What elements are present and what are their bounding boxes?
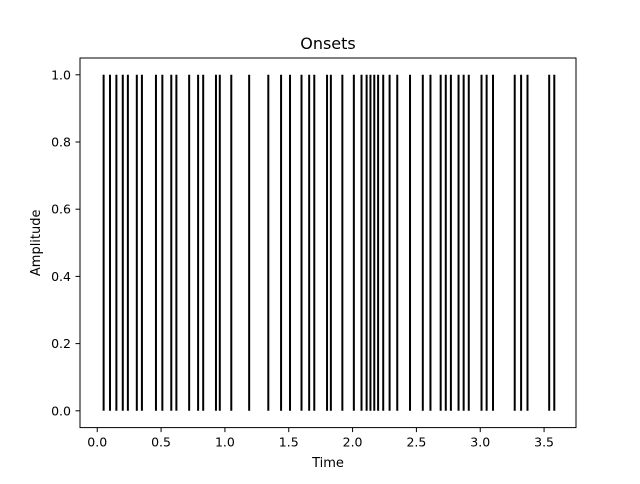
x-tick-label: 2.5 <box>406 435 426 450</box>
plot-frame <box>79 57 577 429</box>
y-tick-label: 0.6 <box>51 202 71 217</box>
x-ticks-group: 0.0 0.5 1.0 1.5 2.0 2.5 3.0 3.5 <box>87 427 554 450</box>
y-ticks-group: 0.0 0.2 0.4 0.6 0.8 1.0 <box>51 67 80 418</box>
y-tick-label: 0.8 <box>51 135 71 150</box>
x-axis-label: Time <box>311 456 344 471</box>
x-tick-label: 3.0 <box>470 435 490 450</box>
x-tick-label: 1.5 <box>279 435 299 450</box>
y-tick-label: 0.0 <box>51 403 71 418</box>
x-tick-label: 1.0 <box>215 435 235 450</box>
y-axis-label: Amplitude <box>29 209 44 276</box>
y-tick-label: 0.4 <box>51 269 71 284</box>
x-tick-label: 3.5 <box>534 435 554 450</box>
x-tick-label: 0.0 <box>87 435 107 450</box>
x-tick-label: 2.0 <box>343 435 363 450</box>
event-lines-group <box>102 74 556 411</box>
y-tick-label: 0.2 <box>51 336 71 351</box>
chart-title: Onsets <box>300 34 356 53</box>
y-tick-label: 1.0 <box>51 67 71 82</box>
x-tick-label: 0.5 <box>151 435 171 450</box>
